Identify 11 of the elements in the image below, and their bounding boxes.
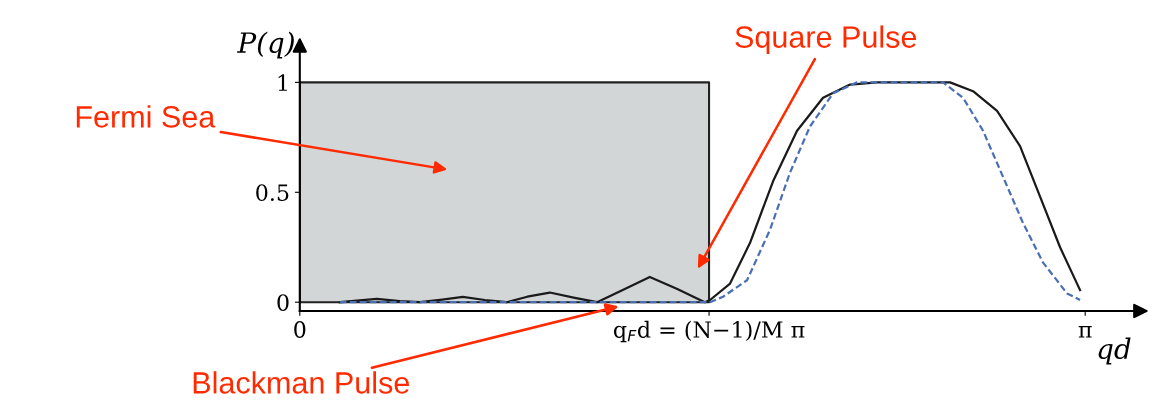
y-tick-label: 0.5: [256, 184, 289, 202]
x-tick-label: π: [1078, 326, 1092, 338]
y-tick-label: 1: [278, 74, 287, 91]
y-tick-label: 0: [277, 294, 289, 311]
y-axis-title: P(q): [237, 31, 294, 59]
text: Fermi Sea: [76, 105, 216, 128]
x-tick-label: q$_{F}$d = (N−1)/M π: [613, 320, 805, 343]
annotation: Square Pulse: [735, 25, 917, 54]
x-tick-label: 0: [294, 321, 306, 338]
x-axis-title: qd: [1098, 337, 1131, 365]
text: Blackman Pulse: [193, 371, 409, 394]
